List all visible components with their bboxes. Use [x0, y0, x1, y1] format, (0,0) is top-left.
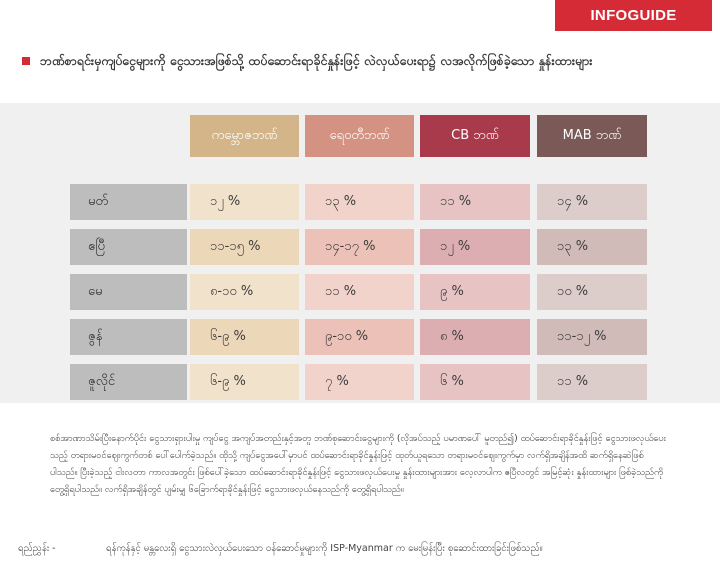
- source-label: ရည်ညွှန်း -: [18, 543, 56, 554]
- cell-july-aya: ၇ %: [305, 364, 414, 400]
- row-label-july: ဇူလိုင်: [70, 364, 187, 400]
- title-bullet: [22, 57, 30, 65]
- source-text: ရန်ကုန်နှင့် မန္တလေးရှိ ငွေသားလဲလှယ်ပေးသ…: [106, 543, 543, 554]
- cell-june-cb: ၈ %: [420, 319, 530, 355]
- row-label-may: မေ: [70, 274, 187, 310]
- row-label-march: မတ်: [70, 184, 187, 220]
- cell-july-kbz: ၆-၉ %: [190, 364, 299, 400]
- infoguide-badge: INFOGUIDE: [555, 0, 712, 31]
- column-header-kbz: ကမ္ဘောဇဘဏ်: [190, 115, 299, 157]
- cell-april-cb: ၁၂ %: [420, 229, 530, 265]
- row-label-april: ဧပြီ: [70, 229, 187, 265]
- cell-may-aya: ၁၁ %: [305, 274, 414, 310]
- cell-march-aya: ၁၃ %: [305, 184, 414, 220]
- column-header-aya: ရေဝတီဘဏ်: [305, 115, 414, 157]
- cell-march-kbz: ၁၂ %: [190, 184, 299, 220]
- cell-april-kbz: ၁၁-၁၅ %: [190, 229, 299, 265]
- cell-may-mab: ၁၀ %: [537, 274, 647, 310]
- explanatory-note: စစ်အာဏာသိမ်းပြီးနောက်ပိုင်း ငွေသားရှားပါ…: [50, 433, 666, 495]
- row-label-june: ဇွန်: [70, 319, 187, 355]
- cell-may-cb: ၉ %: [420, 274, 530, 310]
- cell-april-mab: ၁၃ %: [537, 229, 647, 265]
- cell-july-mab: ၁၁ %: [537, 364, 647, 400]
- cell-april-aya: ၁၄-၁၇ %: [305, 229, 414, 265]
- cell-july-cb: ၆ %: [420, 364, 530, 400]
- column-header-cb: CB ဘဏ်: [420, 115, 530, 157]
- cell-march-cb: ၁၁ %: [420, 184, 530, 220]
- column-header-mab: MAB ဘဏ်: [537, 115, 647, 157]
- cell-may-kbz: ၈-၁၀ %: [190, 274, 299, 310]
- cell-june-mab: ၁၁-၁၂ %: [537, 319, 647, 355]
- cell-june-kbz: ၆-၉ %: [190, 319, 299, 355]
- cell-march-mab: ၁၄ %: [537, 184, 647, 220]
- page-title: ဘဏ်စာရင်းမှကျပ်ငွေများကို ငွေသားအဖြစ်သို…: [40, 53, 593, 68]
- cell-june-aya: ၉-၁၀ %: [305, 319, 414, 355]
